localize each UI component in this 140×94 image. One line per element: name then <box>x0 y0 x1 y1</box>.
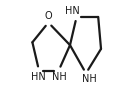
Text: O: O <box>44 11 52 21</box>
Text: NH: NH <box>82 74 97 84</box>
Text: HN: HN <box>65 6 80 16</box>
Text: NH: NH <box>52 72 66 82</box>
Text: HN: HN <box>31 72 46 82</box>
